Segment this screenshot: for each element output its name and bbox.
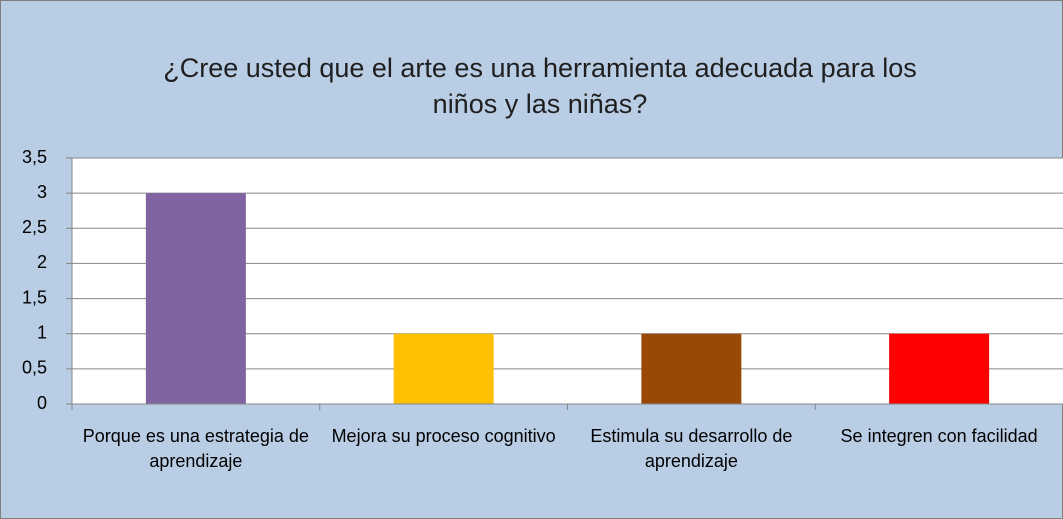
bar	[641, 333, 742, 404]
x-label-box: Estimula su desarrollo de aprendizaje	[590, 426, 793, 471]
y-tick-label: 2	[37, 252, 47, 272]
title-box: ¿Cree usted que el arte es una herramien…	[163, 53, 917, 119]
y-tick-label: 3	[37, 182, 47, 202]
y-tick-label: 2,5	[22, 217, 47, 237]
x-tick-label: Mejora su proceso cognitivo	[331, 426, 556, 446]
bar	[889, 333, 990, 404]
y-tick-label: 1,5	[22, 287, 47, 307]
y-tick-label: 0	[37, 393, 47, 413]
chart-title: ¿Cree usted que el arte es una herramien…	[163, 53, 917, 119]
bar	[393, 333, 494, 404]
x-label-box: Porque es una estrategia de aprendizaje	[82, 426, 309, 471]
y-tick-label: 3,5	[22, 147, 47, 167]
x-label-box: Mejora su proceso cognitivo	[331, 426, 556, 446]
y-tick-label: 0,5	[22, 358, 47, 378]
bar	[145, 193, 246, 404]
x-tick-label: Se integren con facilidad	[840, 426, 1038, 446]
x-tick-label: Estimula su desarrollo de aprendizaje	[590, 426, 793, 471]
x-label-box: Se integren con facilidad	[840, 426, 1038, 446]
x-tick-label: Porque es una estrategia de aprendizaje	[82, 426, 309, 471]
y-tick-label: 1	[37, 322, 47, 342]
